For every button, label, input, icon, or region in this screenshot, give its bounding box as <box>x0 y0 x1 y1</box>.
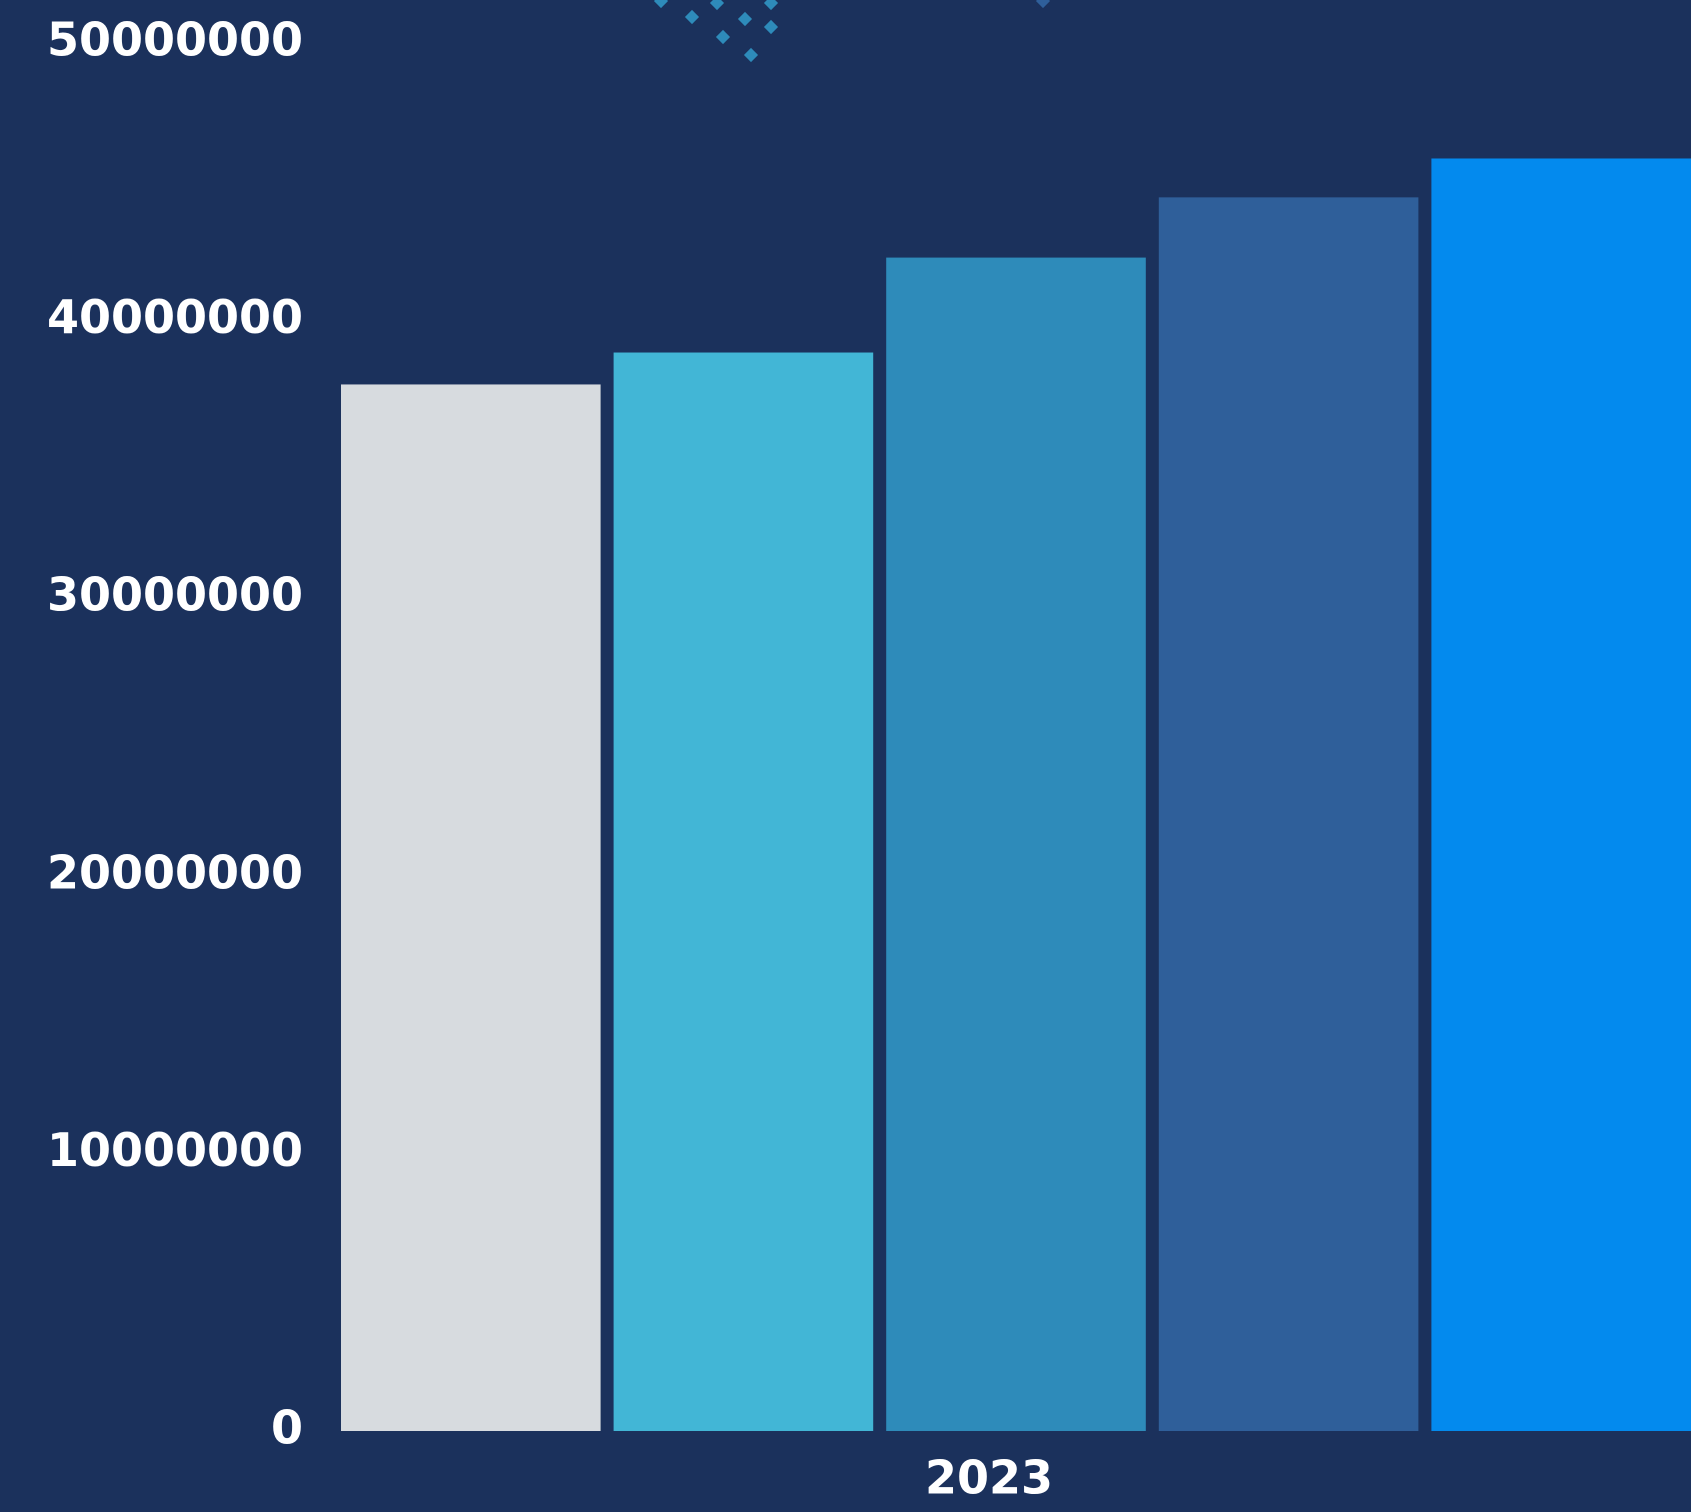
decoration <box>653 0 1051 63</box>
y-tick-label: 20000000 <box>47 845 303 899</box>
y-tick-label: 50000000 <box>47 13 303 67</box>
y-tick-label: 10000000 <box>47 1123 303 1177</box>
x-tick-label: 2023 <box>925 1451 1053 1505</box>
bar <box>1158 197 1419 1432</box>
bar <box>1431 158 1691 1432</box>
y-tick-label: 0 <box>271 1401 303 1455</box>
y-tick-label: 40000000 <box>47 290 303 344</box>
y-tick-label: 30000000 <box>47 568 303 622</box>
bar <box>341 384 601 1431</box>
bar <box>613 352 874 1432</box>
bar <box>886 257 1146 1431</box>
